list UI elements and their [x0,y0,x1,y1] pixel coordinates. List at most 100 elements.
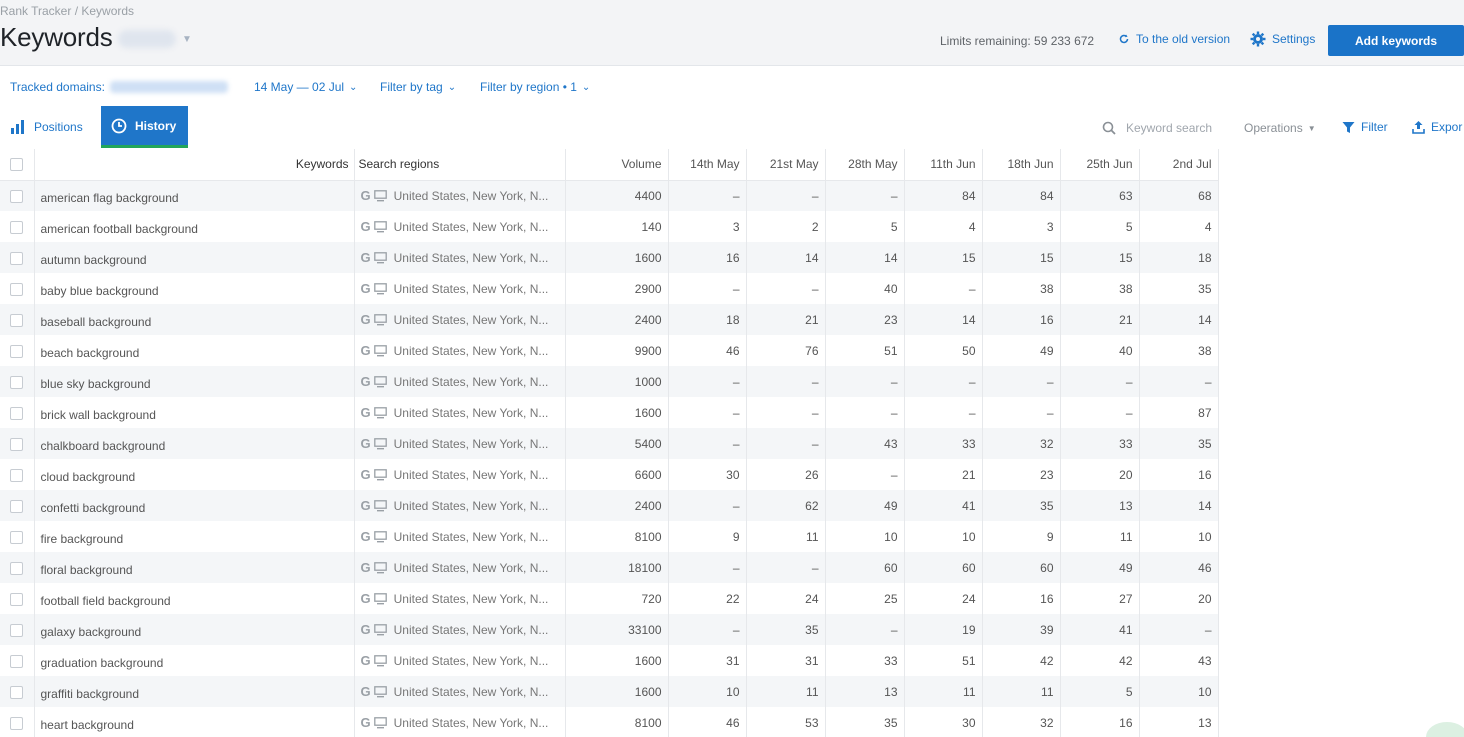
keyword-cell[interactable]: confetti background [34,490,355,521]
keyword-search[interactable]: Keyword search [1102,121,1212,135]
old-version-link[interactable]: To the old version [1118,32,1230,46]
chat-widget[interactable] [1426,722,1464,737]
region-label: United States, New York, N... [393,313,549,327]
region-cell: G United States, New York, N... [354,645,566,676]
keyword-cell[interactable]: graduation background [34,645,355,676]
row-checkbox[interactable] [10,561,24,575]
keyword-cell[interactable]: fire background [34,521,355,552]
table-row[interactable]: football field background G United States,… [0,583,1219,614]
row-checkbox[interactable] [10,375,24,389]
export-button[interactable]: Expor [1412,120,1462,134]
funnel-icon [1342,121,1355,133]
row-checkbox[interactable] [10,592,24,606]
row-checkbox[interactable] [10,654,24,668]
keyword-cell[interactable]: galaxy background [34,614,355,645]
select-all-checkbox[interactable] [10,158,24,172]
google-icon: G [360,591,371,606]
keyword-cell[interactable]: cloud background [34,459,355,490]
keyword-cell[interactable]: autumn background [34,242,355,273]
keyword-cell[interactable]: football field background [34,583,355,614]
keyword-cell[interactable]: baseball background [34,304,355,335]
keyword-search-input[interactable]: Keyword search [1126,121,1213,135]
table-row[interactable]: graduation background G United States, New… [0,645,1219,676]
tracked-domains-filter[interactable]: Tracked domains: [10,80,228,94]
tab-positions[interactable]: Positions [0,106,93,148]
keyword-cell[interactable]: beach background [34,335,355,366]
operations-dropdown[interactable]: Operations ▼ [1244,121,1316,135]
position-cell: – [825,180,905,211]
column-header-keywords[interactable]: Keywords [34,149,355,181]
filter-button[interactable]: Filter [1342,120,1388,134]
row-checkbox[interactable] [10,406,24,420]
row-checkbox[interactable] [10,623,24,637]
table-row[interactable]: autumn background G United States, New Yor… [0,242,1219,273]
region-filter[interactable]: Filter by region • 1 ⌄ [480,80,590,94]
project-selector[interactable] [118,30,176,48]
region-label: United States, New York, N... [393,282,549,296]
column-header-date[interactable]: 28th May [825,149,905,181]
column-header-date[interactable]: 21st May [746,149,826,181]
row-checkbox[interactable] [10,437,24,451]
keyword-cell[interactable]: baby blue background [34,273,355,304]
column-header-regions[interactable]: Search regions [354,149,566,181]
position-cell: 13 [825,676,905,707]
position-cell: 15 [982,242,1061,273]
operations-label: Operations [1244,121,1303,135]
table-row[interactable]: galaxy background G United States, New Yor… [0,614,1219,645]
chevron-down-icon[interactable]: ▼ [182,34,192,45]
table-row[interactable]: heart background G United States, New York… [0,707,1219,737]
row-checkbox[interactable] [10,499,24,513]
add-keywords-button[interactable]: Add keywords [1328,25,1464,56]
column-header-date[interactable]: 14th May [668,149,747,181]
column-header-date[interactable]: 18th Jun [982,149,1061,181]
table-row[interactable]: cloud background G United States, New York… [0,459,1219,490]
table-row[interactable]: chalkboard background G United States, New… [0,428,1219,459]
row-checkbox[interactable] [10,282,24,296]
row-checkbox[interactable] [10,716,24,730]
table-row[interactable]: baby blue background G United States, New … [0,273,1219,304]
column-header-date[interactable]: 25th Jun [1060,149,1140,181]
table-row[interactable]: floral background G United States, New Yor… [0,552,1219,583]
keyword-cell[interactable]: american football background [34,211,355,242]
table-row[interactable]: confetti background G United States, New Y… [0,490,1219,521]
keyword-cell[interactable]: floral background [34,552,355,583]
row-checkbox[interactable] [10,685,24,699]
tag-filter[interactable]: Filter by tag ⌄ [380,80,456,94]
settings-button[interactable]: Settings [1250,31,1315,47]
row-checkbox[interactable] [10,189,24,203]
table-row[interactable]: brick wall background G United States, New… [0,397,1219,428]
table-row[interactable]: american football background G United Stat… [0,211,1219,242]
table-row[interactable]: blue sky background G United States, New Y… [0,366,1219,397]
table-row[interactable]: fire background G United States, New York,… [0,521,1219,552]
row-checkbox[interactable] [10,313,24,327]
column-header-date[interactable]: 11th Jun [904,149,983,181]
row-checkbox[interactable] [10,468,24,482]
position-cell: 60 [904,552,983,583]
volume-cell: 6600 [565,459,669,490]
row-checkbox[interactable] [10,220,24,234]
column-header-volume[interactable]: Volume [565,149,669,181]
region-cell: G United States, New York, N... [354,552,566,583]
keyword-cell[interactable]: brick wall background [34,397,355,428]
position-cell: 16 [982,583,1061,614]
table-row[interactable]: american flag background G United States, … [0,180,1219,211]
breadcrumb[interactable]: Rank Tracker / Keywords [0,4,135,18]
keyword-cell[interactable]: graffiti background [34,676,355,707]
date-range-filter[interactable]: 14 May — 02 Jul ⌄ [254,80,357,94]
tab-history[interactable]: History [101,106,188,148]
column-header-date[interactable]: 2nd Jul [1139,149,1219,181]
table-row[interactable]: graffiti background G United States, New Y… [0,676,1219,707]
google-icon: G [360,219,371,234]
position-cell: 13 [1139,707,1219,737]
position-cell: – [1139,366,1219,397]
row-checkbox[interactable] [10,344,24,358]
table-row[interactable]: beach background G United States, New York… [0,335,1219,366]
keyword-cell[interactable]: blue sky background [34,366,355,397]
table-row[interactable]: baseball background G United States, New Y… [0,304,1219,335]
keyword-cell[interactable]: heart background [34,707,355,737]
row-checkbox[interactable] [10,530,24,544]
row-checkbox-cell [0,490,35,521]
keyword-cell[interactable]: american flag background [34,180,355,211]
row-checkbox[interactable] [10,251,24,265]
keyword-cell[interactable]: chalkboard background [34,428,355,459]
